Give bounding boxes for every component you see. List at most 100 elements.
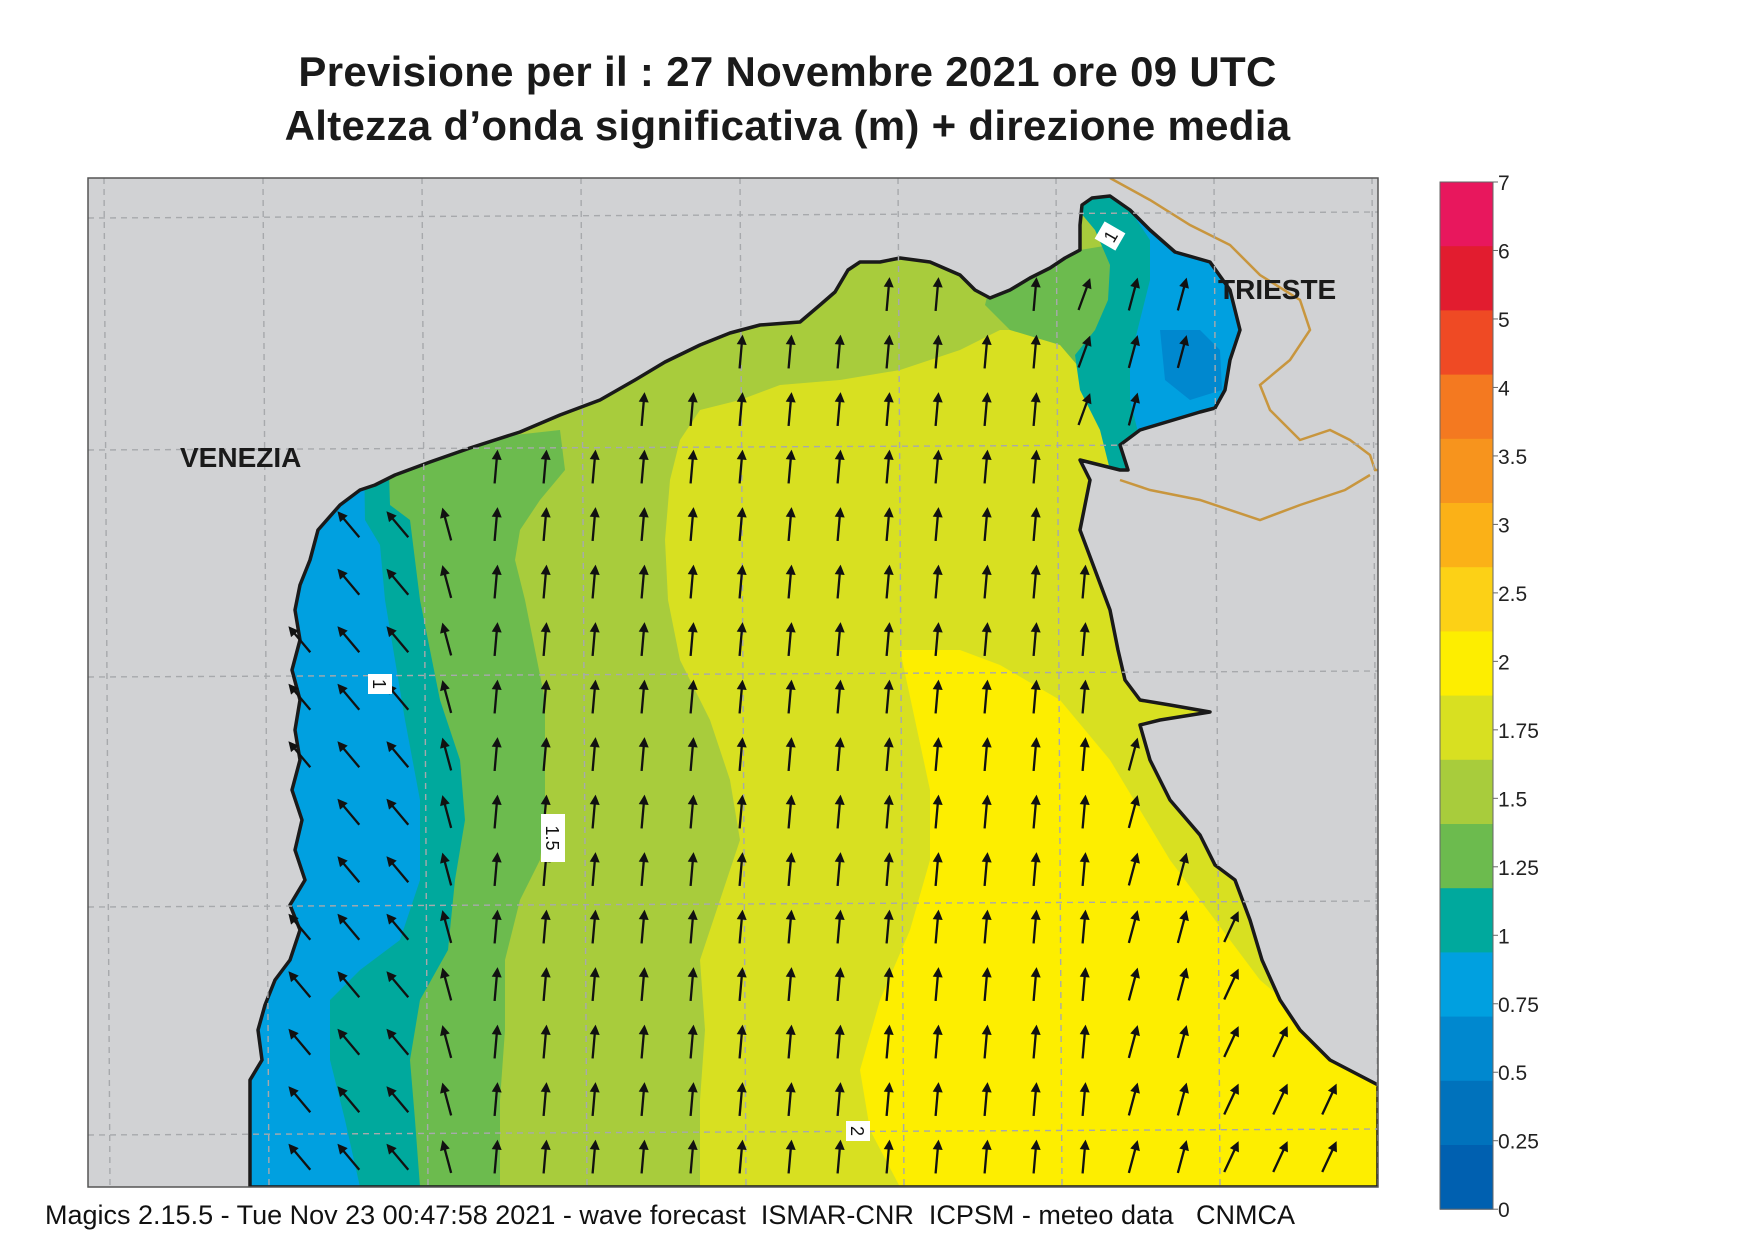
arrow-head: [491, 679, 502, 690]
arrow-shaft: [738, 1030, 744, 1059]
legend-label: 0: [1498, 1199, 1510, 1222]
north-arrow-icon: [1127, 737, 1140, 771]
north-arrow-icon: [932, 1082, 943, 1117]
north-arrow-icon: [834, 737, 845, 772]
arrow-head: [386, 741, 397, 753]
north-arrow-icon: [1272, 1083, 1288, 1115]
contour-label-bg: [541, 814, 565, 862]
arrow-head: [1229, 1083, 1239, 1095]
arrow-head: [687, 622, 698, 633]
arrow-shaft: [542, 1145, 548, 1174]
arrow-shaft: [389, 630, 410, 653]
north-arrow-icon: [491, 622, 502, 657]
arrow-head: [981, 1082, 992, 1093]
arrow-head: [883, 794, 894, 805]
north-arrow-icon: [932, 564, 943, 599]
north-arrow-icon: [540, 507, 551, 542]
arrow-shaft: [738, 915, 744, 944]
arrow-head: [1130, 1140, 1140, 1152]
north-arrow-icon: [932, 1024, 943, 1059]
north-arrow-icon: [687, 909, 698, 944]
arrow-head: [736, 852, 747, 863]
arrow-head: [932, 909, 943, 920]
arrow-head: [1030, 622, 1041, 633]
north-arrow-icon: [1030, 967, 1041, 1002]
arrow-head: [540, 909, 551, 920]
arrow-head: [440, 737, 450, 749]
arrow-head: [1130, 1082, 1140, 1094]
north-arrow-icon: [589, 852, 600, 887]
arrow-shaft: [442, 973, 453, 1001]
arrow-shaft: [787, 915, 793, 944]
arrow-head: [589, 852, 600, 863]
north-arrow-icon: [834, 564, 845, 599]
north-arrow-icon: [687, 967, 698, 1002]
north-arrow-icon: [491, 679, 502, 714]
arrow-shaft: [836, 455, 842, 484]
place-label-trieste: TRIESTE: [1218, 274, 1336, 305]
arrow-shaft: [787, 972, 793, 1002]
arrow-shaft: [340, 1032, 361, 1056]
north-arrow-icon: [883, 622, 894, 657]
arrow-shaft: [1176, 283, 1187, 311]
north-arrow-icon: [386, 798, 410, 826]
direction-arrows: [288, 277, 1337, 1174]
north-arrow-icon: [540, 909, 551, 944]
arrow-shaft: [340, 860, 361, 883]
arrow-shaft: [787, 742, 793, 772]
arrow-head: [981, 449, 992, 460]
north-arrow-icon: [736, 334, 747, 369]
arrow-head: [1030, 679, 1041, 690]
arrow-shaft: [640, 800, 646, 829]
north-arrow-icon: [687, 564, 698, 599]
north-arrow-icon: [883, 737, 894, 772]
arrow-shaft: [1223, 1031, 1238, 1058]
legend-label: 1.5: [1498, 788, 1527, 811]
arrow-shaft: [885, 512, 891, 542]
arrow-shaft: [934, 570, 940, 599]
north-arrow-icon: [883, 277, 894, 312]
arrow-head: [736, 507, 747, 518]
arrow-shaft: [983, 857, 989, 887]
north-arrow-icon: [1030, 622, 1041, 657]
legend-swatch: [1440, 567, 1493, 632]
arrow-shaft: [542, 685, 548, 714]
arrow-shaft: [1081, 1145, 1087, 1174]
arrow-shaft: [1081, 972, 1087, 1002]
arrow-shaft: [1081, 857, 1087, 887]
arrow-shaft: [1176, 1088, 1187, 1116]
north-arrow-icon: [785, 449, 796, 484]
arrow-head: [1130, 852, 1140, 864]
arrow-shaft: [934, 455, 940, 484]
arrow-head: [883, 1139, 894, 1150]
arrow-head: [491, 737, 502, 748]
arrow-head: [1179, 277, 1189, 289]
arrow-shaft: [442, 915, 453, 944]
arrow-head: [1229, 1026, 1239, 1038]
arrow-shaft: [1032, 1145, 1038, 1174]
arrow-head: [981, 794, 992, 805]
arrow-shaft: [1081, 627, 1087, 657]
grid-meridian: [103, 178, 111, 1187]
north-arrow-icon: [337, 511, 361, 538]
arrow-head: [1278, 1026, 1288, 1038]
arrow-shaft: [591, 685, 597, 714]
color-legend: 7 6 5 4 3.5 3 2.5 2 1.75 1.5 1.25 1 0.75 0.5 0.25 0: [1439, 172, 1539, 1222]
arrow-head: [1030, 277, 1041, 288]
arrow-head: [1130, 910, 1140, 922]
arrow-head: [687, 794, 698, 805]
contour-label-text: 2: [847, 1126, 867, 1136]
north-arrow-icon: [981, 737, 992, 772]
arrow-head: [638, 1024, 649, 1035]
arrow-shaft: [1176, 915, 1187, 944]
arrow-shaft: [934, 972, 940, 1002]
arrow-shaft: [1032, 1030, 1038, 1059]
north-arrow-icon: [638, 794, 649, 829]
arrow-head: [687, 449, 698, 460]
arrow-head: [981, 679, 992, 690]
north-arrow-icon: [687, 679, 698, 714]
north-arrow-icon: [736, 679, 747, 714]
north-arrow-icon: [491, 909, 502, 944]
north-arrow-icon: [883, 564, 894, 599]
arrow-shaft: [738, 1087, 744, 1117]
